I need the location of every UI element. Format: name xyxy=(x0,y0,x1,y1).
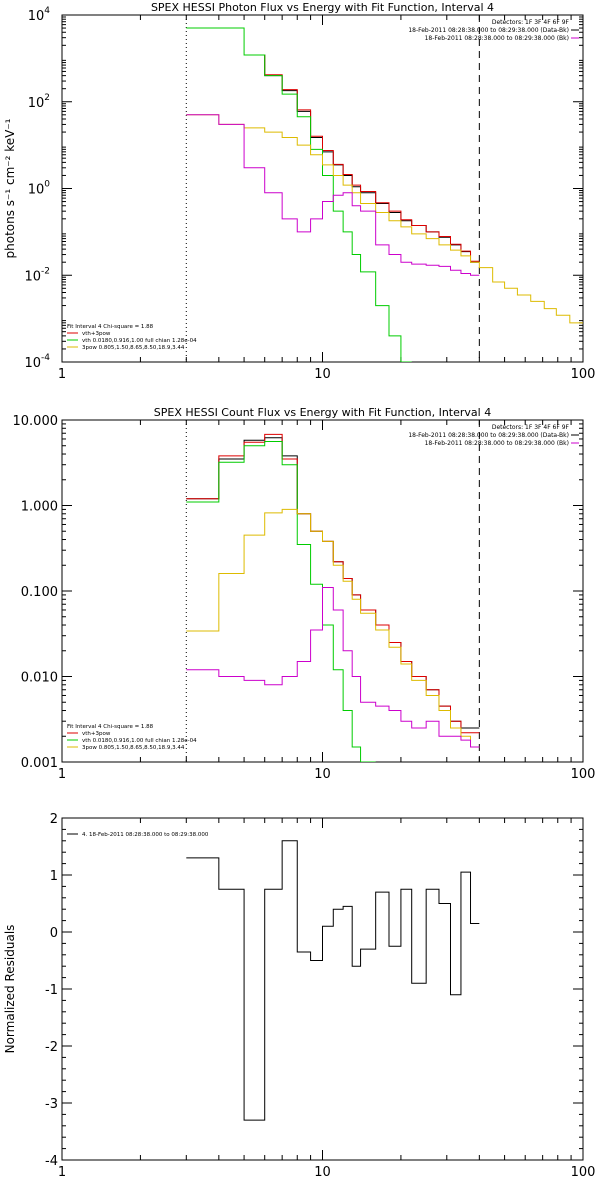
y-tick-label-base: 10 xyxy=(28,183,45,198)
legend-text: 3pow 0.805,1.50,8.65,8.50,18.9,3.44 xyxy=(82,745,185,751)
header-text-line: Detectors: 1F 3F 4F 6F 9F xyxy=(492,19,570,26)
chart-panel-3: Normalized Residuals 1 10 100 -4 -3 -2 -1 0 1 2 4. … xyxy=(3,812,595,1180)
series-line-5 xyxy=(186,114,480,276)
legend-text: vth 0.0180,0.916,1.00 full chian 1.28e-0… xyxy=(82,738,197,744)
header-text-line: 18-Feb-2011 08:28:38.000 to 08:29:38.000… xyxy=(425,440,569,447)
y-tick-label: 2 xyxy=(50,812,58,827)
header-text-line: 18-Feb-2011 08:28:38.000 to 08:29:38.000… xyxy=(408,432,569,439)
y-tick-label: 10-4 xyxy=(24,353,50,371)
y-tick-label: 0 xyxy=(50,926,58,941)
plot-frame xyxy=(61,14,584,363)
y-tick-label-base: 10 xyxy=(28,9,45,24)
y-tick-label-base: 10 xyxy=(24,269,41,284)
chart-panel-1: SPEX HESSI Photon Flux vs Energy with Fi… xyxy=(3,1,595,382)
y-tick-label-exponent: 0 xyxy=(44,180,50,190)
legend-text: 3pow 0.805,1.50,8.65,8.50,18.9,3.44 xyxy=(82,345,185,351)
legend-text: vth+3pow xyxy=(82,731,111,737)
y-tick-label: 0.010 xyxy=(21,671,58,686)
y-tick-label: 1.000 xyxy=(21,500,58,515)
chart-title: SPEX HESSI Photon Flux vs Energy with Fi… xyxy=(151,1,494,14)
series-line-1 xyxy=(244,54,480,263)
header-text-line: Detectors: 1F 3F 4F 6F 9F xyxy=(492,424,570,431)
plot-frame xyxy=(61,817,584,1161)
x-tick-label: 1 xyxy=(58,1165,66,1180)
legend-text: vth 0.0180,0.916,1.00 full chian 1.28e-0… xyxy=(82,338,197,344)
y-axis-label: Normalized Residuals xyxy=(3,925,17,1054)
y-tick-label: 10-2 xyxy=(24,266,50,284)
series-line-1 xyxy=(186,840,480,1121)
legend-text: Fit Interval 4 Chi-square = 1.88 xyxy=(67,324,154,330)
legend-text: 4. 18-Feb-2011 08:28:38.000 to 08:29:38.… xyxy=(82,832,209,838)
y-tick-label-exponent: 4 xyxy=(44,6,50,16)
y-tick-label: -1 xyxy=(45,983,58,998)
header-text-line: 18-Feb-2011 08:28:38.000 to 08:29:38.000… xyxy=(425,35,569,42)
legend-text: Fit Interval 4 Chi-square = 1.88 xyxy=(67,724,154,730)
y-tick-label-base: 10 xyxy=(24,356,41,371)
y-tick-label-exponent: 2 xyxy=(44,93,50,103)
y-tick-label: 0.100 xyxy=(21,585,58,600)
y-tick-label: 10.000 xyxy=(13,414,59,429)
x-tick-label: 1 xyxy=(58,767,66,782)
x-tick-label: 100 xyxy=(571,367,596,382)
y-tick-label-exponent: -4 xyxy=(41,353,50,363)
y-tick-label: 102 xyxy=(28,93,50,111)
series-line-2 xyxy=(244,54,480,262)
series-line-2 xyxy=(186,433,480,734)
series-line-5 xyxy=(186,586,480,748)
y-tick-label: 100 xyxy=(28,180,51,198)
y-tick-label: 1 xyxy=(50,869,58,884)
x-tick-label: 10 xyxy=(314,1165,331,1180)
y-tick-label: -2 xyxy=(45,1040,58,1055)
y-tick-label: 104 xyxy=(28,6,51,24)
x-tick-label: 1 xyxy=(58,367,66,382)
y-tick-label-base: 10 xyxy=(28,96,45,111)
header-text-line: 18-Feb-2011 08:28:38.000 to 08:29:38.000… xyxy=(408,27,569,34)
series-line-1 xyxy=(186,437,480,729)
series-line-3 xyxy=(186,441,376,762)
legend-text: vth+3pow xyxy=(82,331,111,337)
x-tick-label: 100 xyxy=(571,767,596,782)
x-tick-label: 10 xyxy=(314,367,331,382)
series-line-4 xyxy=(186,508,480,748)
chart-title: SPEX HESSI Count Flux vs Energy with Fit… xyxy=(154,406,491,419)
x-tick-label: 100 xyxy=(571,1165,596,1180)
y-tick-label: -3 xyxy=(45,1097,58,1112)
series-line-4 xyxy=(186,114,583,324)
chart-panel-2: SPEX HESSI Count Flux vs Energy with Fit… xyxy=(13,406,596,782)
y-tick-label-exponent: -2 xyxy=(41,266,50,276)
y-tick-label: -4 xyxy=(45,1154,58,1169)
series-line-3 xyxy=(186,27,412,362)
x-tick-label: 10 xyxy=(314,767,331,782)
y-tick-label: 0.001 xyxy=(21,756,58,771)
y-axis-label: photons s⁻¹ cm⁻² keV⁻¹ xyxy=(3,118,17,258)
